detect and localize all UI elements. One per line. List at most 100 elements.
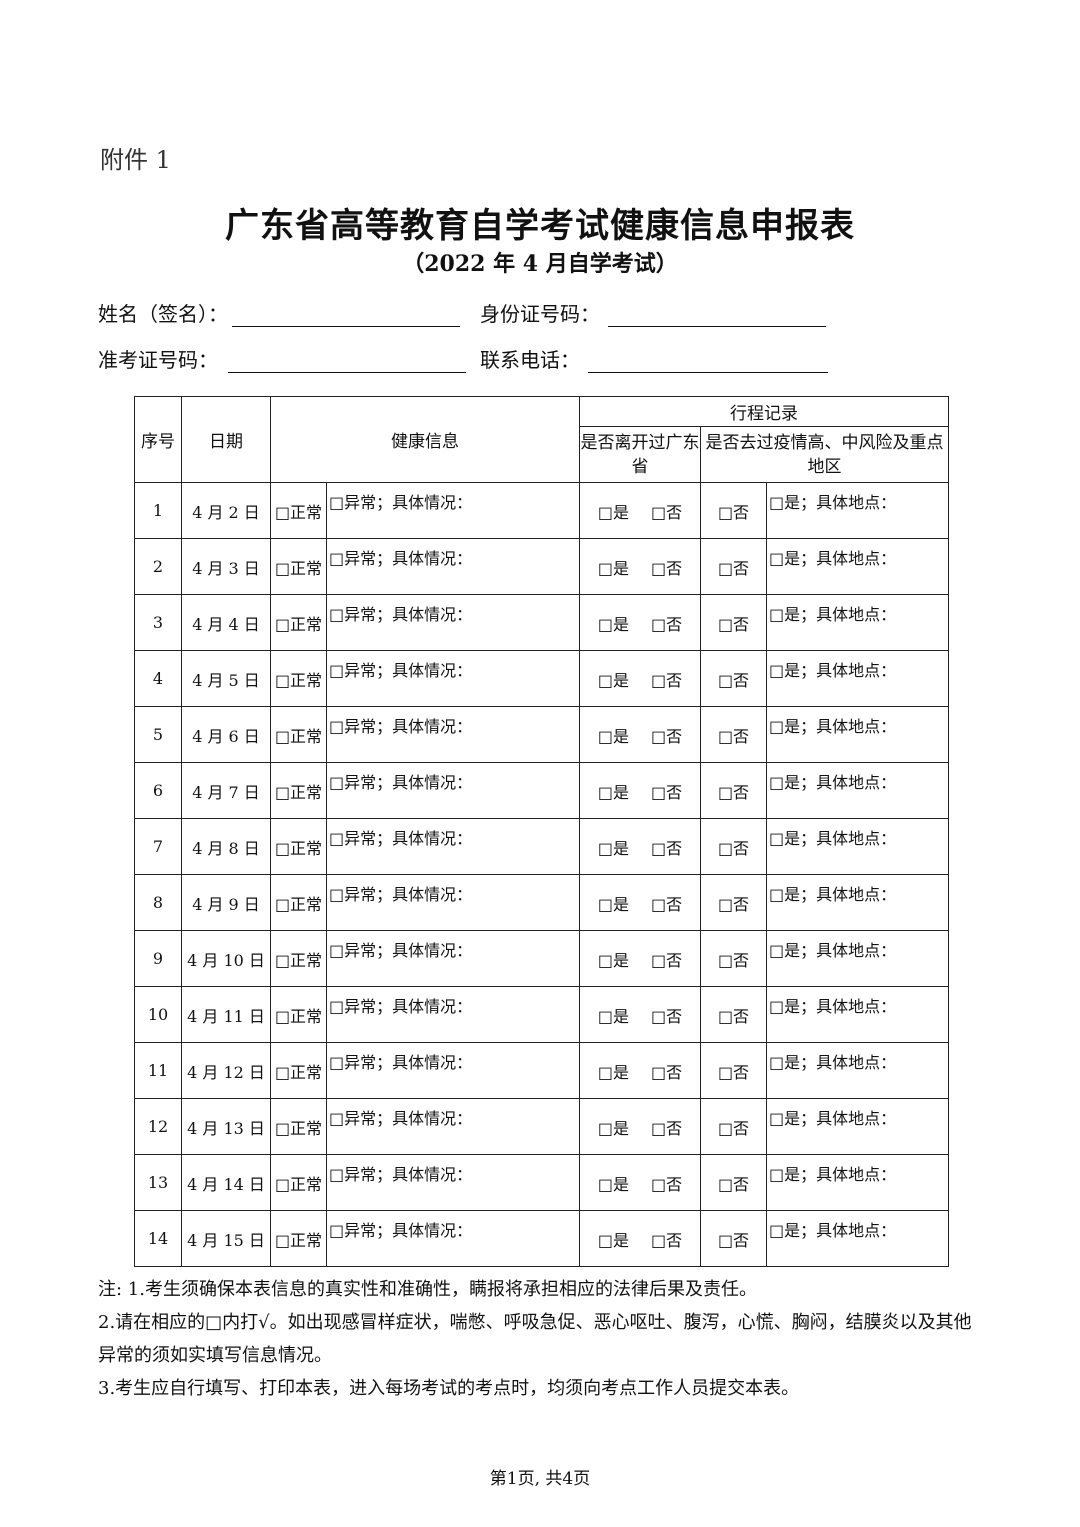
yes-checkbox[interactable]: □是 bbox=[597, 838, 629, 858]
risk-yes-checkbox[interactable]: □是；具体地点： bbox=[766, 706, 949, 763]
risk-no-checkbox[interactable]: □否 bbox=[700, 594, 767, 651]
yes-checkbox[interactable]: □是 bbox=[597, 782, 629, 802]
normal-checkbox[interactable]: □正常 bbox=[270, 1042, 327, 1099]
no-checkbox[interactable]: □否 bbox=[651, 1062, 683, 1082]
row-number: 1 bbox=[134, 482, 182, 539]
abnormal-checkbox[interactable]: □异常；具体情况： bbox=[326, 1042, 580, 1099]
risk-no-checkbox[interactable]: □否 bbox=[700, 482, 767, 539]
normal-checkbox[interactable]: □正常 bbox=[270, 1154, 327, 1211]
risk-no-checkbox[interactable]: □否 bbox=[700, 538, 767, 595]
abnormal-checkbox[interactable]: □异常；具体情况： bbox=[326, 762, 580, 819]
risk-no-checkbox[interactable]: □否 bbox=[700, 762, 767, 819]
abnormal-checkbox[interactable]: □异常；具体情况： bbox=[326, 482, 580, 539]
risk-yes-checkbox[interactable]: □是；具体地点： bbox=[766, 482, 949, 539]
risk-yes-checkbox[interactable]: □是；具体地点： bbox=[766, 1154, 949, 1211]
risk-yes-checkbox[interactable]: □是；具体地点： bbox=[766, 874, 949, 931]
row-number: 10 bbox=[134, 986, 182, 1043]
yes-checkbox[interactable]: □是 bbox=[597, 1118, 629, 1138]
abnormal-checkbox[interactable]: □异常；具体情况： bbox=[326, 538, 580, 595]
yes-checkbox[interactable]: □是 bbox=[597, 670, 629, 690]
normal-checkbox[interactable]: □正常 bbox=[270, 650, 327, 707]
normal-checkbox[interactable]: □正常 bbox=[270, 706, 327, 763]
no-checkbox[interactable]: □否 bbox=[651, 950, 683, 970]
yes-checkbox[interactable]: □是 bbox=[597, 1174, 629, 1194]
no-checkbox[interactable]: □否 bbox=[651, 782, 683, 802]
no-checkbox[interactable]: □否 bbox=[651, 838, 683, 858]
risk-yes-checkbox[interactable]: □是；具体地点： bbox=[766, 986, 949, 1043]
abnormal-checkbox[interactable]: □异常；具体情况： bbox=[326, 1154, 580, 1211]
yes-checkbox[interactable]: □是 bbox=[597, 1006, 629, 1026]
yes-checkbox[interactable]: □是 bbox=[597, 894, 629, 914]
abnormal-checkbox[interactable]: □异常；具体情况： bbox=[326, 818, 580, 875]
no-checkbox[interactable]: □否 bbox=[651, 894, 683, 914]
yes-checkbox[interactable]: □是 bbox=[597, 950, 629, 970]
risk-no-checkbox[interactable]: □否 bbox=[700, 874, 767, 931]
left-guangdong-options: □是 □否 bbox=[579, 762, 701, 819]
no-checkbox[interactable]: □否 bbox=[651, 1230, 683, 1250]
abnormal-checkbox[interactable]: □异常；具体情况： bbox=[326, 650, 580, 707]
name-input-line[interactable] bbox=[232, 304, 460, 327]
id-input-line[interactable] bbox=[608, 304, 826, 327]
risk-yes-checkbox[interactable]: □是；具体地点： bbox=[766, 1098, 949, 1155]
risk-yes-checkbox[interactable]: □是；具体地点： bbox=[766, 538, 949, 595]
risk-no-checkbox[interactable]: □否 bbox=[700, 1154, 767, 1211]
risk-no-checkbox[interactable]: □否 bbox=[700, 650, 767, 707]
abnormal-checkbox[interactable]: □异常；具体情况： bbox=[326, 1098, 580, 1155]
risk-no-checkbox[interactable]: □否 bbox=[700, 986, 767, 1043]
no-checkbox[interactable]: □否 bbox=[651, 670, 683, 690]
yes-checkbox[interactable]: □是 bbox=[597, 1062, 629, 1082]
normal-checkbox[interactable]: □正常 bbox=[270, 594, 327, 651]
row-number: 13 bbox=[134, 1154, 182, 1211]
risk-yes-checkbox[interactable]: □是；具体地点： bbox=[766, 650, 949, 707]
risk-yes-checkbox[interactable]: □是；具体地点： bbox=[766, 1210, 949, 1267]
no-checkbox[interactable]: □否 bbox=[651, 726, 683, 746]
no-checkbox[interactable]: □否 bbox=[651, 1174, 683, 1194]
normal-checkbox[interactable]: □正常 bbox=[270, 482, 327, 539]
yes-checkbox[interactable]: □是 bbox=[597, 502, 629, 522]
risk-yes-checkbox[interactable]: □是；具体地点： bbox=[766, 1042, 949, 1099]
abnormal-checkbox[interactable]: □异常；具体情况： bbox=[326, 706, 580, 763]
no-checkbox[interactable]: □否 bbox=[651, 1006, 683, 1026]
yes-checkbox[interactable]: □是 bbox=[597, 614, 629, 634]
risk-no-checkbox[interactable]: □否 bbox=[700, 1042, 767, 1099]
abnormal-checkbox[interactable]: □异常；具体情况： bbox=[326, 874, 580, 931]
risk-no-checkbox[interactable]: □否 bbox=[700, 706, 767, 763]
risk-no-checkbox[interactable]: □否 bbox=[700, 1210, 767, 1267]
abnormal-checkbox[interactable]: □异常；具体情况： bbox=[326, 930, 580, 987]
normal-checkbox[interactable]: □正常 bbox=[270, 1210, 327, 1267]
phone-input-line[interactable] bbox=[588, 350, 828, 373]
abnormal-checkbox[interactable]: □异常；具体情况： bbox=[326, 594, 580, 651]
risk-no-checkbox[interactable]: □否 bbox=[700, 818, 767, 875]
normal-checkbox[interactable]: □正常 bbox=[270, 538, 327, 595]
risk-no-checkbox[interactable]: □否 bbox=[700, 1098, 767, 1155]
risk-no-checkbox[interactable]: □否 bbox=[700, 930, 767, 987]
normal-checkbox[interactable]: □正常 bbox=[270, 930, 327, 987]
yes-checkbox[interactable]: □是 bbox=[597, 558, 629, 578]
no-checkbox[interactable]: □否 bbox=[651, 1118, 683, 1138]
row-number: 12 bbox=[134, 1098, 182, 1155]
abnormal-checkbox[interactable]: □异常；具体情况： bbox=[326, 986, 580, 1043]
abnormal-checkbox[interactable]: □异常；具体情况： bbox=[326, 1210, 580, 1267]
yes-checkbox[interactable]: □是 bbox=[597, 726, 629, 746]
risk-yes-checkbox[interactable]: □是；具体地点： bbox=[766, 594, 949, 651]
normal-checkbox[interactable]: □正常 bbox=[270, 1098, 327, 1155]
yes-checkbox[interactable]: □是 bbox=[597, 1230, 629, 1250]
note-3: 3.考生应自行填写、打印本表，进入每场考试的考点时，均须向考点工作人员提交本表。 bbox=[98, 1378, 800, 1399]
no-checkbox[interactable]: □否 bbox=[651, 614, 683, 634]
normal-checkbox[interactable]: □正常 bbox=[270, 874, 327, 931]
row-number: 5 bbox=[134, 706, 182, 763]
row-number: 8 bbox=[134, 874, 182, 931]
normal-checkbox[interactable]: □正常 bbox=[270, 818, 327, 875]
risk-yes-checkbox[interactable]: □是；具体地点： bbox=[766, 930, 949, 987]
normal-checkbox[interactable]: □正常 bbox=[270, 762, 327, 819]
table-row: 12 4 月 13 日 □正常 □异常；具体情况： □是 □否 □否 □是；具体地点： bbox=[134, 1098, 949, 1155]
risk-yes-checkbox[interactable]: □是；具体地点： bbox=[766, 762, 949, 819]
left-guangdong-options: □是 □否 bbox=[579, 1210, 701, 1267]
risk-yes-checkbox[interactable]: □是；具体地点： bbox=[766, 818, 949, 875]
exam-no-input-line[interactable] bbox=[228, 350, 466, 373]
no-checkbox[interactable]: □否 bbox=[651, 502, 683, 522]
no-checkbox[interactable]: □否 bbox=[651, 558, 683, 578]
normal-checkbox[interactable]: □正常 bbox=[270, 986, 327, 1043]
